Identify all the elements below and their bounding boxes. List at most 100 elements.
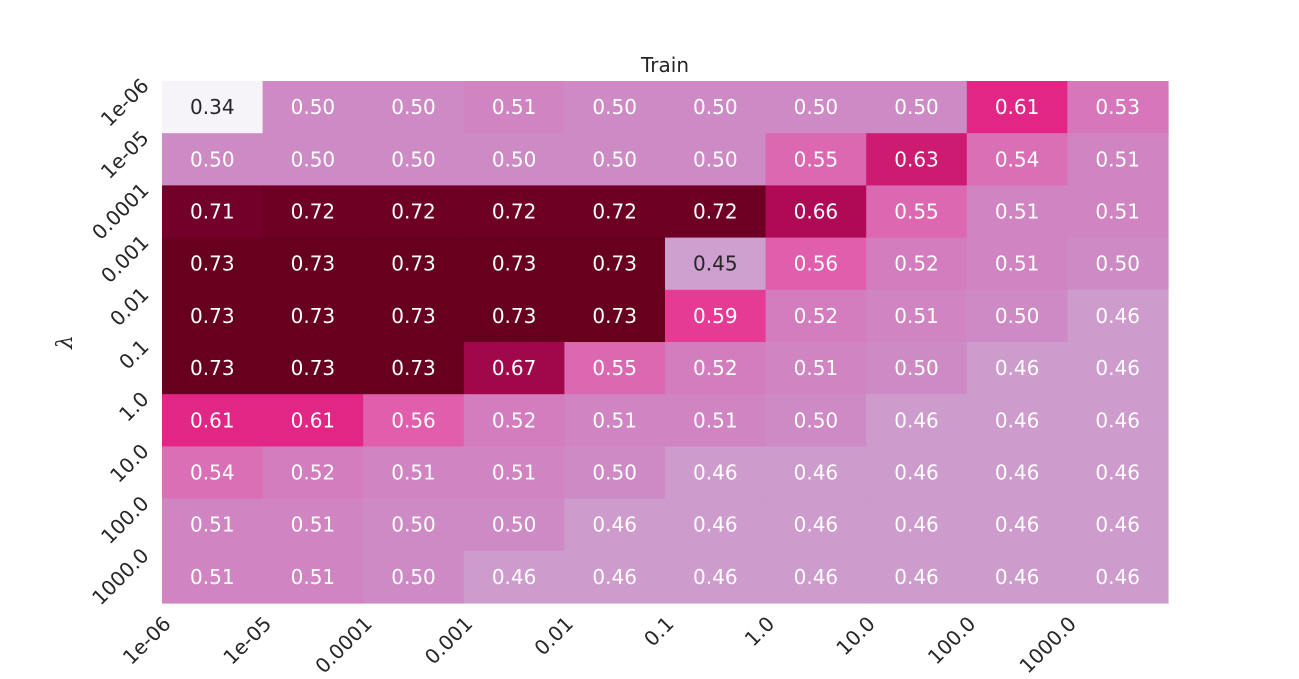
cell-value-label: 0.50 (291, 95, 336, 119)
cell-value-label: 0.50 (693, 147, 738, 171)
heatmap-cell (463, 498, 565, 552)
cell-value-label: 0.46 (794, 565, 839, 589)
heatmap-cell (262, 237, 364, 291)
heatmap-cell (966, 446, 1068, 500)
heatmap-cell (363, 550, 465, 604)
heatmap-cell (866, 133, 968, 186)
heatmap-cell (765, 446, 867, 500)
cell-value-label: 0.67 (492, 356, 537, 380)
y-axis-label: λ (53, 335, 78, 350)
chart-title: Train (640, 53, 689, 77)
cell-value-label: 0.46 (693, 565, 738, 589)
cell-value-label: 0.50 (894, 356, 939, 380)
y-tick-label: 100.0 (96, 491, 153, 548)
cell-value-label: 0.73 (190, 304, 235, 328)
y-tick-label: 10.0 (105, 439, 153, 487)
heatmap-cell (564, 81, 666, 134)
cell-value-label: 0.50 (1095, 252, 1140, 276)
cell-value-label: 0.51 (291, 565, 336, 589)
heatmap-cell (162, 237, 264, 291)
cell-value-label: 0.51 (794, 356, 839, 380)
cell-value-label: 0.46 (1095, 304, 1140, 328)
y-tick-label: 0.01 (105, 282, 153, 330)
heatmap-cell (162, 550, 264, 604)
cell-value-label: 0.51 (1095, 147, 1140, 171)
heatmap-cell (463, 133, 565, 186)
cell-value-label: 0.46 (592, 565, 637, 589)
cell-value-label: 0.46 (894, 513, 939, 537)
cell-value-label: 0.73 (291, 356, 336, 380)
cell-value-label: 0.46 (693, 513, 738, 537)
heatmap-cell (162, 498, 264, 552)
cell-value-label: 0.72 (592, 200, 637, 224)
cell-value-label: 0.73 (492, 252, 537, 276)
heatmap-cell (262, 342, 364, 395)
cell-value-label: 0.55 (894, 200, 939, 224)
heatmap-cell (1067, 81, 1169, 134)
cell-value-label: 0.46 (1095, 513, 1140, 537)
heatmap-cell (162, 289, 264, 343)
heatmap-cell (463, 289, 565, 343)
y-tick-label: 1e-06 (96, 74, 154, 132)
cell-value-label: 0.46 (1095, 356, 1140, 380)
cell-value-label: 0.51 (592, 408, 637, 432)
cell-value-label: 0.72 (291, 200, 336, 224)
heatmap-cell (665, 185, 767, 239)
heatmap-cell (866, 185, 968, 239)
heatmap-cell (262, 81, 364, 134)
cell-value-label: 0.46 (794, 461, 839, 485)
cell-value-label: 0.72 (492, 200, 537, 224)
cell-value-label: 0.61 (190, 408, 235, 432)
cell-value-label: 0.51 (995, 200, 1040, 224)
heatmap-cell (966, 133, 1068, 186)
cell-value-label: 0.73 (391, 356, 436, 380)
heatmap-cell (765, 394, 867, 447)
heatmap-cell (665, 289, 767, 343)
heatmap-cell (765, 550, 867, 604)
cell-value-label: 0.46 (1095, 565, 1140, 589)
cell-value-label: 0.71 (190, 200, 235, 224)
cell-value-label: 0.46 (1095, 408, 1140, 432)
cell-value-label: 0.55 (794, 147, 839, 171)
heatmap-cell (866, 498, 968, 552)
cell-value-label: 0.50 (794, 95, 839, 119)
y-tick-label: 1000.0 (87, 543, 153, 609)
heatmap-cell (665, 237, 767, 291)
y-tick-label: 1e-05 (96, 126, 154, 184)
heatmap-cell (463, 342, 565, 395)
cell-value-label: 0.51 (894, 304, 939, 328)
x-tick-label: 0.001 (420, 612, 477, 669)
heatmap-cell (765, 498, 867, 552)
cell-value-label: 0.46 (894, 408, 939, 432)
heatmap-cell (363, 498, 465, 552)
cell-value-label: 0.46 (794, 513, 839, 537)
x-tick-label: 1.0 (740, 612, 779, 651)
cell-value-label: 0.51 (693, 408, 738, 432)
cell-value-label: 0.50 (592, 147, 637, 171)
cell-value-label: 0.51 (291, 513, 336, 537)
heatmap-cell (665, 498, 767, 552)
heatmap-cell (966, 289, 1068, 343)
heatmap-cell (765, 81, 867, 134)
heatmap-cell (1067, 289, 1169, 343)
cell-value-label: 0.73 (291, 304, 336, 328)
cell-value-label: 0.59 (693, 304, 738, 328)
cell-value-label: 0.46 (995, 565, 1040, 589)
heatmap-cell (262, 133, 364, 186)
cell-value-label: 0.46 (995, 356, 1040, 380)
heatmap-cell (564, 342, 666, 395)
cell-value-label: 0.50 (995, 304, 1040, 328)
cell-value-label: 0.50 (592, 461, 637, 485)
cell-value-label: 0.50 (693, 95, 738, 119)
heatmap-cell (363, 81, 465, 134)
heatmap-cell (564, 498, 666, 552)
heatmap-cell (665, 550, 767, 604)
cell-value-label: 0.66 (794, 200, 839, 224)
heatmap-cell (966, 498, 1068, 552)
cell-value-label: 0.54 (995, 147, 1040, 171)
cell-value-label: 0.50 (391, 95, 436, 119)
cell-value-label: 0.46 (995, 513, 1040, 537)
heatmap-cell (564, 446, 666, 500)
heatmap-cell (363, 394, 465, 447)
x-tick-label: 0.01 (529, 612, 577, 660)
